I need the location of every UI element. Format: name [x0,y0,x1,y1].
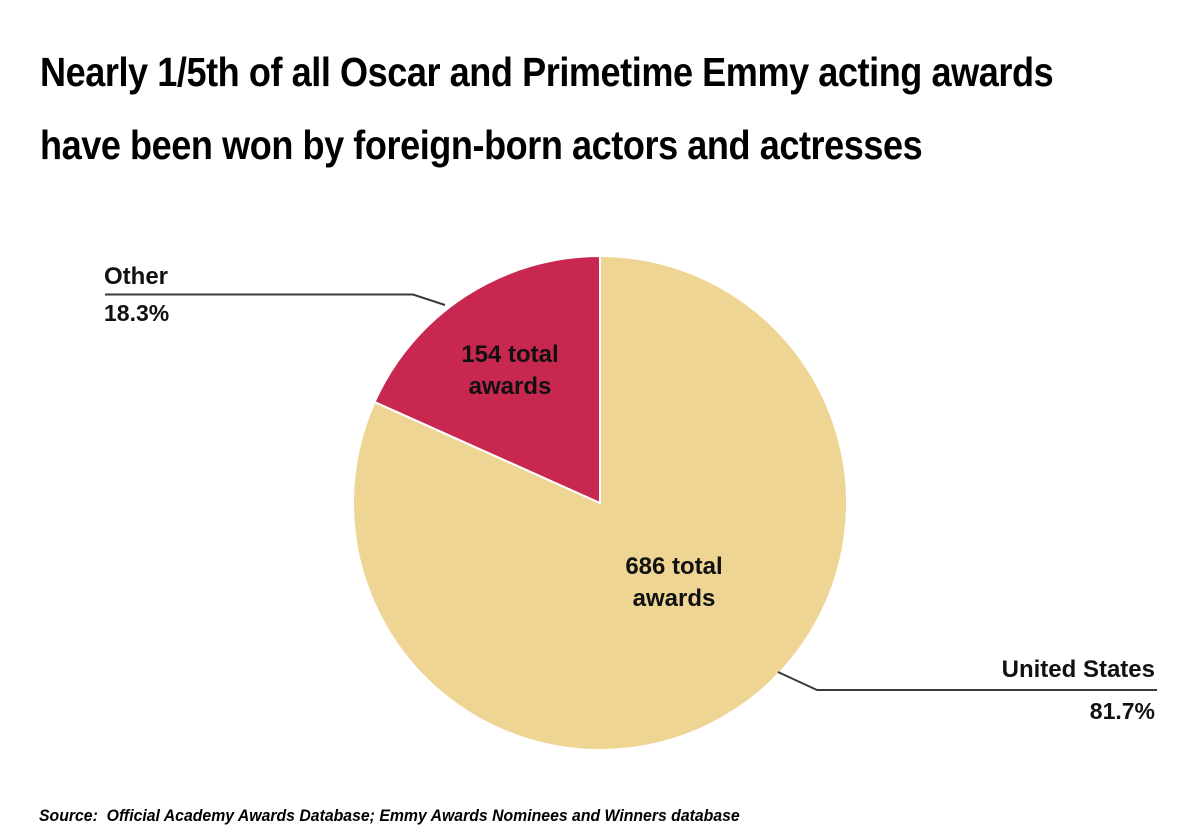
slice-value-label-other: 154 total awards [400,339,620,403]
pie-slice-united-states [352,255,848,751]
source-note: Source: Official Academy Awards Database… [39,806,740,825]
chart-title-line-2: have been won by foreign-born actors and… [40,122,923,168]
slice-value-label-united-states: 686 total awards [564,551,784,615]
leader-line-united-states [777,671,1157,691]
callout-percent-other: 18.3% [104,300,170,326]
chart-title: Nearly 1/5th of all Oscar and Primetime … [40,36,1054,182]
slice-value-label-united-states-line-2: awards [632,585,716,612]
callout-label-united-states: United States [1001,656,1155,683]
callout-label-other: Other [104,263,169,290]
callout-percent-united-states: 81.7% [1089,698,1155,724]
slice-value-label-united-states-line-1: 686 total [625,553,723,580]
slice-value-label-other-line-1: 154 total [461,341,559,368]
chart-title-line-1: Nearly 1/5th of all Oscar and Primetime … [40,49,1054,95]
slice-value-label-other-line-2: awards [468,373,552,400]
pie-slice-other [373,255,601,504]
leader-line-other [105,293,446,306]
